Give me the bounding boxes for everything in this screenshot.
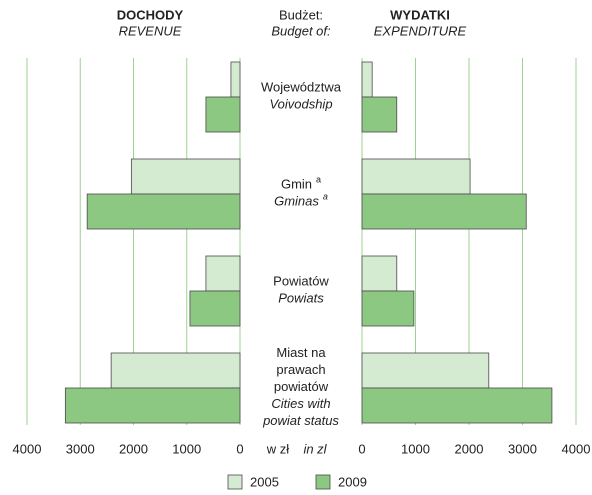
- category-text: powiatów: [274, 379, 329, 394]
- bar: [205, 255, 241, 292]
- bar: [130, 158, 241, 195]
- unit-label: in zl: [303, 441, 327, 456]
- bar: [361, 290, 415, 327]
- x-tick-label: 2000: [119, 441, 148, 456]
- bar: [361, 193, 527, 230]
- legend-swatch: [315, 474, 331, 490]
- category-text: Voivodship: [269, 97, 332, 112]
- bar: [86, 193, 241, 230]
- legend-label: 2009: [338, 474, 367, 489]
- x-tick-label: 1000: [401, 441, 430, 456]
- bar: [361, 352, 490, 389]
- footnote-mark: a: [323, 192, 328, 202]
- bar: [361, 158, 471, 195]
- panel-subtitle: EXPENDITURE: [374, 23, 467, 38]
- x-tick-label: 4000: [13, 441, 42, 456]
- category-text: powiat status: [262, 413, 339, 428]
- x-tick-label: 0: [236, 441, 243, 456]
- category-label: Voivodship: [269, 97, 332, 112]
- bar: [361, 255, 398, 292]
- category-label: Gminas a: [274, 192, 328, 209]
- category-label: Cities with: [271, 396, 330, 411]
- x-tick-label: 3000: [508, 441, 537, 456]
- legend-swatch: [227, 474, 243, 490]
- category-label: prawach: [276, 362, 325, 377]
- x-tick-label: 0: [358, 441, 365, 456]
- category-text: Województwa: [261, 80, 342, 95]
- center-header: Budżet:: [279, 7, 323, 22]
- panel-title: WYDATKI: [390, 7, 450, 22]
- bar: [361, 96, 398, 133]
- category-label: Powiatów: [273, 274, 329, 289]
- panel-title: DOCHODY: [117, 7, 184, 22]
- center-header: Budget of:: [271, 23, 331, 38]
- bar: [230, 61, 241, 98]
- legend-label: 2005: [250, 474, 279, 489]
- category-text: Cities with: [271, 396, 330, 411]
- x-tick-label: 2000: [455, 441, 484, 456]
- category-label: Województwa: [261, 80, 342, 95]
- category-text: Powiats: [278, 291, 324, 306]
- category-text: Gmin: [281, 177, 312, 192]
- bar: [361, 61, 373, 98]
- category-text: Gminas: [274, 194, 319, 209]
- category-label: Miast na: [276, 345, 326, 360]
- category-label: Powiats: [278, 291, 324, 306]
- bar: [110, 352, 241, 389]
- category-text: Miast na: [276, 345, 326, 360]
- category-label: powiatów: [274, 379, 329, 394]
- category-text: prawach: [276, 362, 325, 377]
- category-label: Gmin a: [281, 175, 321, 192]
- x-tick-label: 1000: [172, 441, 201, 456]
- footnote-mark: a: [316, 175, 321, 185]
- unit-label: w zł: [266, 441, 290, 456]
- x-tick-label: 3000: [66, 441, 95, 456]
- bar: [205, 96, 241, 133]
- bar: [64, 387, 241, 424]
- category-label: powiat status: [262, 413, 339, 428]
- x-tick-label: 4000: [562, 441, 591, 456]
- bar: [361, 387, 553, 424]
- panel-subtitle: REVENUE: [119, 23, 182, 38]
- category-text: Powiatów: [273, 274, 329, 289]
- bar: [189, 290, 241, 327]
